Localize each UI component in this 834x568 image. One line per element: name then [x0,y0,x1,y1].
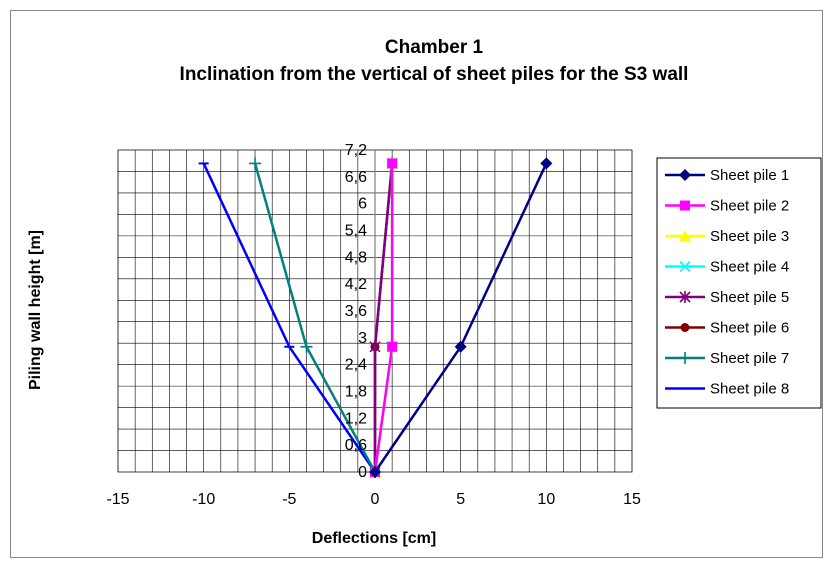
series-layer [198,157,553,478]
chart-subtitle: Inclination from the vertical of sheet p… [180,64,689,85]
legend-item: Sheet pile 6 [665,320,789,337]
chart-title: Chamber 1 [385,37,484,58]
legend-label: Sheet pile 8 [710,381,789,398]
legend-item: Sheet pile 5 [665,289,789,306]
y-tick-label: 0,6 [345,437,367,454]
legend-label: Sheet pile 6 [710,320,789,337]
data-point [369,340,381,353]
grid [117,149,633,473]
y-tick-label: 3 [358,330,367,347]
legend: Sheet pile 1 Sheet pile 2 Sheet pile 3 Shee… [656,157,822,409]
legend-item: Sheet pile 8 [665,381,789,398]
data-point [300,340,313,353]
y-tick-label: 1,8 [345,384,367,401]
y-tick-label: 1,2 [345,410,367,427]
data-point [679,230,691,241]
data-point [540,157,553,170]
y-tick-label: 4,8 [345,249,367,266]
y-tick-label: 3,6 [345,303,367,320]
x-tick-label: 15 [623,491,641,508]
data-point [369,466,381,478]
legend-label: Sheet pile 4 [710,259,789,276]
data-point [679,352,691,364]
y-tick-label: 2,4 [345,357,367,374]
x-tick-label: -15 [106,491,129,508]
y-axis-title: Piling wall height [m] [27,230,44,390]
data-point [679,291,691,303]
data-point [387,158,398,169]
legend-item: Sheet pile 7 [665,350,789,367]
y-tick-label: 7,2 [345,142,367,159]
legend-item: Sheet pile 1 [665,167,789,184]
x-tick-label: 0 [371,491,380,508]
data-point [249,157,262,170]
y-tick-label: 6,6 [345,169,367,186]
x-tick-label: -5 [282,491,296,508]
legend-item: Sheet pile 4 [665,259,789,276]
data-point [680,200,690,211]
legend-label: Sheet pile 5 [710,289,789,306]
x-tick-label: 10 [537,491,555,508]
legend-label: Sheet pile 3 [710,228,789,245]
legend-item: Sheet pile 2 [665,198,789,215]
y-tick-label: 6 [358,196,367,213]
legend-label: Sheet pile 7 [710,350,789,367]
y-tick-label: 4,2 [345,276,367,293]
x-tick-label: -10 [192,491,215,508]
data-point [679,169,691,181]
x-axis-title: Deflections [cm] [312,530,436,547]
data-point [679,260,691,273]
y-tick-label: 5,4 [345,223,367,240]
legend-label: Sheet pile 1 [710,167,789,184]
data-point [680,323,690,332]
data-point [454,340,467,353]
x-tick-label: 5 [456,491,465,508]
data-point [387,341,398,352]
series-sheet-pile-1 [369,157,553,478]
legend-item: Sheet pile 3 [665,228,789,245]
legend-label: Sheet pile 2 [710,198,789,215]
tick-labels: -15 -10 -5 0 5 10 15 0 0,6 1,2 1,8 2,4 3 3,6 4,2 4,8 5,4… [106,142,641,508]
legend-box [656,157,822,409]
y-tick-label: 0 [358,464,367,481]
